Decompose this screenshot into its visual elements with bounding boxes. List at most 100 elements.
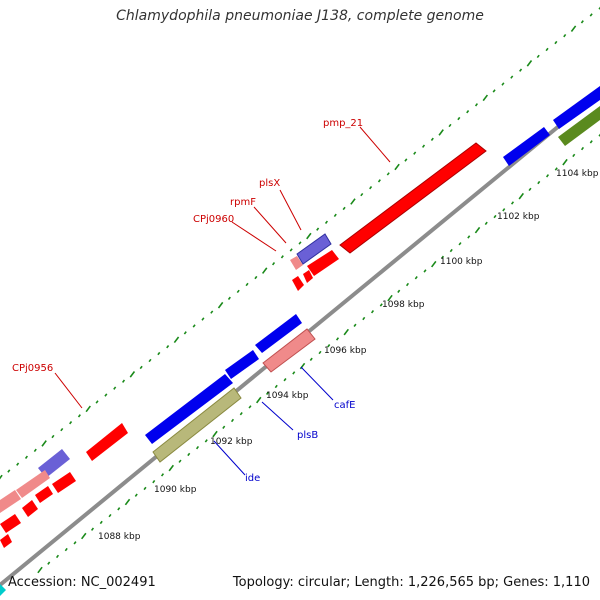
- tick-mark: [256, 396, 262, 404]
- tick-mark: [143, 486, 147, 491]
- tick-mark: [423, 269, 427, 273]
- tick-mark: [33, 448, 37, 453]
- gene-label: CPj0960: [193, 214, 234, 225]
- tick-mark: [510, 75, 514, 79]
- tick-mark: [404, 158, 408, 162]
- tick-mark: [261, 267, 268, 274]
- gene-green-right: [558, 106, 600, 146]
- gene-blue-1096: [255, 314, 302, 353]
- scale-label: 1102 kbp: [497, 212, 540, 222]
- tick-mark: [280, 255, 284, 259]
- tick-mark: [327, 344, 331, 348]
- tick-mark: [598, 133, 600, 137]
- tick-mark: [73, 541, 77, 545]
- tick-mark: [413, 151, 417, 155]
- tick-mark: [387, 294, 393, 302]
- tick-mark: [335, 337, 340, 341]
- tick-mark: [212, 430, 218, 438]
- tick-mark: [204, 439, 208, 443]
- tick-mark: [474, 103, 479, 107]
- tick-mark: [482, 94, 489, 102]
- tick-mark: [526, 60, 533, 67]
- tick-mark: [562, 158, 568, 166]
- tick-mark: [37, 566, 43, 574]
- gene-label: CPj0956: [12, 363, 53, 374]
- scale-label: 1100 kbp: [440, 257, 483, 267]
- tick-mark: [350, 198, 356, 205]
- tick-mark: [370, 310, 375, 314]
- tick-mark: [90, 527, 95, 531]
- tick-mark: [69, 421, 73, 425]
- tick-mark: [343, 328, 349, 336]
- tick-mark: [239, 411, 243, 416]
- gene-cpj0960-b: [292, 276, 304, 291]
- outer-tick-row: [0, 6, 600, 480]
- tick-mark: [589, 140, 593, 144]
- tick-mark: [394, 163, 400, 171]
- gene-label: plsX: [259, 178, 280, 189]
- gene-blue-1106: [553, 86, 600, 129]
- tick-mark: [457, 116, 461, 121]
- scale-label: 1090 kbp: [154, 485, 197, 495]
- tick-mark: [201, 317, 205, 321]
- tick-mark: [77, 414, 81, 418]
- gene-red-left-1: [35, 486, 53, 503]
- tick-mark: [502, 208, 506, 212]
- gene-label: cafE: [334, 400, 355, 411]
- tick-mark: [318, 350, 322, 355]
- tick-mark: [510, 201, 515, 205]
- tick-mark: [554, 40, 558, 45]
- tick-mark: [572, 153, 576, 158]
- tick-mark: [342, 206, 346, 211]
- tick-mark: [192, 324, 196, 328]
- gene-red-left-2: [52, 472, 76, 493]
- tick-mark: [245, 282, 249, 287]
- tick-mark: [570, 25, 577, 33]
- tick-mark: [210, 310, 214, 314]
- scale-label: 1094 kbp: [266, 391, 309, 401]
- tick-mark: [589, 13, 593, 17]
- gene-pink-left-1: [16, 470, 50, 498]
- tick-mark: [265, 391, 270, 395]
- tick-mark: [292, 371, 296, 375]
- scale-label: 1098 kbp: [382, 300, 425, 310]
- tick-mark: [47, 561, 51, 565]
- tick-mark: [405, 282, 410, 287]
- tick-mark: [104, 393, 108, 397]
- scale-label: 1092 kbp: [210, 437, 253, 447]
- tick-mark: [466, 109, 470, 114]
- tick-mark: [99, 520, 103, 525]
- tick-mark: [108, 513, 112, 518]
- tick-mark: [492, 89, 496, 93]
- tick-mark: [545, 47, 549, 52]
- tick-mark: [24, 455, 29, 459]
- tick-mark: [298, 241, 302, 245]
- leader-lines: [54, 126, 391, 476]
- tick-mark: [274, 384, 278, 389]
- tick-mark: [362, 316, 366, 321]
- tick-mark: [41, 440, 47, 447]
- gene-rpmf: [290, 256, 303, 270]
- tick-mark: [283, 378, 287, 382]
- tick-mark: [271, 262, 276, 266]
- gene-pmp21: [339, 142, 487, 254]
- gene-label: ide: [245, 473, 260, 484]
- tick-mark: [333, 213, 337, 218]
- gene-blue-1104: [503, 127, 550, 166]
- tick-mark: [124, 498, 131, 506]
- tick-mark: [289, 248, 293, 252]
- tick-mark: [55, 554, 60, 559]
- tick-mark: [7, 469, 11, 473]
- tick-mark: [484, 221, 488, 226]
- tick-mark: [580, 20, 584, 24]
- tick-mark: [545, 174, 550, 178]
- tick-mark: [316, 227, 320, 231]
- tick-mark: [227, 296, 231, 300]
- gene-pink-left-2: [0, 490, 21, 513]
- gene-label: plsB: [297, 430, 318, 441]
- map-title: Chlamydophila pneumoniae J138, complete …: [116, 8, 484, 24]
- scale-label: 1088 kbp: [98, 532, 141, 542]
- tick-mark: [248, 405, 252, 409]
- tick-mark: [60, 427, 64, 432]
